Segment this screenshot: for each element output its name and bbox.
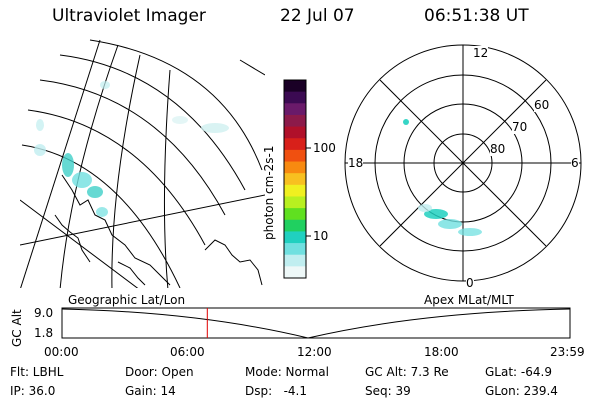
colorbar-stripe — [284, 126, 306, 139]
colorbar-stripe — [284, 173, 306, 186]
gain-info: Gain: 14 — [125, 384, 176, 398]
lon-line-7 — [239, 59, 265, 76]
seq-info: Seq: 39 — [365, 384, 411, 398]
colorbar-stripe — [284, 231, 306, 244]
polar-aurora — [403, 119, 482, 236]
lon-line-4 — [163, 69, 171, 288]
colorbar-stripe — [284, 161, 306, 174]
lat-arc-2 — [59, 54, 246, 191]
colorbar-tick-label-100: 100 — [313, 141, 336, 155]
timeline-x-tick-2359: 23:59 — [550, 345, 585, 359]
time-label: 06:51:38 UT — [424, 6, 529, 26]
colorbar-stripe — [284, 219, 306, 232]
colorbar-tick-label-10: 10 — [313, 229, 329, 243]
lon-line-5 — [20, 194, 265, 246]
lon-line-1 — [20, 39, 101, 288]
filter-info: Flt: LBHL — [10, 365, 64, 379]
lat-label-80: 80 — [490, 142, 506, 156]
timeline-y-tick-top: 9.0 — [34, 306, 54, 320]
coastline — [61, 174, 171, 286]
timeline-right-label: Apex MLat/MLT — [424, 293, 514, 307]
mlt-label-18: 18 — [348, 156, 364, 170]
lat-arc-3 — [39, 79, 226, 216]
door-info: Door: Open — [125, 365, 194, 379]
mlt-label-0: 0 — [466, 276, 474, 290]
timeline-x-tick-1800: 18:00 — [424, 345, 459, 359]
coastline-2 — [54, 214, 91, 263]
lon-line-3 — [111, 54, 141, 288]
colorbar-stripe — [284, 208, 306, 221]
colorbar-stripe — [284, 103, 306, 116]
mode-info: Mode: Normal — [245, 365, 329, 379]
colorbar-stripe — [284, 114, 306, 128]
colorbar-stripe — [284, 138, 306, 151]
altitude-curve — [61, 308, 571, 339]
lat-arc-1 — [89, 39, 263, 171]
coastline-4 — [117, 261, 146, 286]
glon-info: GLon: 239.4 — [485, 384, 558, 398]
timeline-x-tick-1200: 12:00 — [297, 345, 332, 359]
dsp-info: Dsp: -4.1 — [245, 384, 308, 398]
colorbar-stripe — [284, 91, 306, 104]
colorbar-stripe — [284, 243, 306, 256]
coastline-3 — [204, 239, 263, 286]
date-label: 22 Jul 07 — [280, 6, 355, 26]
timeline-x-tick-0000: 00:00 — [44, 345, 79, 359]
mlt-label-12: 12 — [473, 46, 489, 60]
map-aurora — [34, 81, 229, 217]
polar-diag-2 — [379, 79, 547, 247]
lat-label-70: 70 — [512, 120, 528, 134]
timeline-left-label: Geographic Lat/Lon — [68, 293, 186, 307]
gc-alt-info: GC Alt: 7.3 Re — [365, 365, 449, 379]
lat-label-60: 60 — [534, 98, 550, 112]
glat-info: GLat: -64.9 — [485, 365, 552, 379]
colorbar-stripe — [284, 80, 306, 93]
colorbar-stripe — [284, 254, 306, 267]
instrument-title: Ultraviolet Imager — [52, 6, 206, 26]
colorbar-stripe — [284, 184, 306, 197]
timeline-frame — [61, 307, 571, 339]
colorbar-stripe — [284, 266, 306, 279]
lat-arc-4 — [27, 109, 206, 246]
ip-info: IP: 36.0 — [10, 384, 56, 398]
colorbar-stripe — [284, 149, 306, 163]
colorbar-stripe — [284, 196, 306, 209]
mlt-label-6: 6 — [571, 156, 579, 170]
timeline-x-tick-0600: 06:00 — [170, 345, 205, 359]
timeline-y-tick-bottom: 1.8 — [34, 326, 54, 340]
